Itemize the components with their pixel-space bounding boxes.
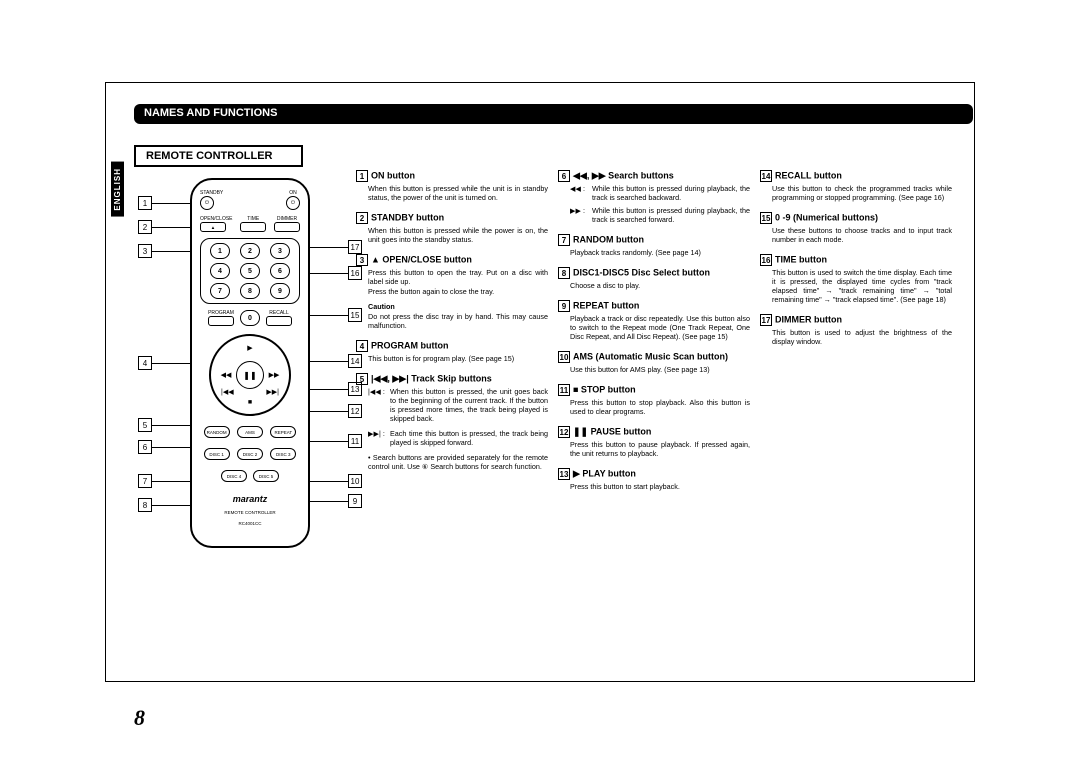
num-9: 9 (270, 283, 290, 299)
num-7: 7 (210, 283, 230, 299)
program-btn-icon (208, 316, 234, 326)
callout-6: 6 (138, 440, 152, 454)
callout-2: 2 (138, 220, 152, 234)
sub-header: REMOTE CONTROLLER (134, 145, 303, 167)
repeat-btn: REPEAT (270, 426, 296, 438)
disc3-btn: DISC 3 (270, 448, 296, 460)
fwd-icon: ▶▶ (263, 367, 285, 383)
item-12: 12❚❚ PAUSE button Press this button to p… (558, 426, 750, 458)
on-label: ON (286, 190, 300, 196)
item-7: 7RANDOM button Playback tracks randomly.… (558, 234, 750, 257)
callout-5: 5 (138, 418, 152, 432)
num-5: 5 (240, 263, 260, 279)
skipback-icon: |◀◀ (221, 388, 234, 396)
disc1-btn: DISC 1 (204, 448, 230, 460)
item-15: 150 -9 (Numerical buttons) Use these but… (760, 212, 952, 244)
openclose-label: OPEN/CLOSE (200, 216, 233, 222)
play-icon: ▶ (239, 340, 261, 356)
caution-heading: Caution (368, 302, 548, 311)
recall-btn-icon (266, 316, 292, 326)
item-6: 6◀◀, ▶▶ Search buttons ◀◀ :While this bu… (558, 170, 750, 224)
remote-body: STANDBY ⏻ ON ⏻ OPEN/CLOSE ▲ TIME (190, 178, 310, 548)
language-tab: ENGLISH (111, 162, 124, 217)
callout-9: 9 (348, 494, 362, 508)
desc-col-3: 14RECALL button Use this button to check… (760, 170, 952, 356)
time-btn-icon (240, 222, 266, 232)
callout-8: 8 (138, 498, 152, 512)
standby-label: STANDBY (200, 190, 223, 196)
disc5-btn: DISC 5 (253, 470, 279, 482)
callout-7: 7 (138, 474, 152, 488)
ams-btn: AMS (237, 426, 263, 438)
brand-logo: marantz (200, 494, 300, 504)
model-label-b: RC4001CC (200, 521, 300, 526)
item-16: 16TIME button This button is used to swi… (760, 254, 952, 304)
disc4-btn: DISC 4 (221, 470, 247, 482)
item-4: 4PROGRAM button This button is for progr… (356, 340, 548, 363)
random-btn: RANDOM (204, 426, 230, 438)
num-0: 0 (240, 310, 260, 326)
item-10: 10AMS (Automatic Music Scan button) Use … (558, 351, 750, 374)
numpad: 1 2 3 4 5 6 7 8 9 (200, 238, 300, 304)
item-5: 5|◀◀, ▶▶| Track Skip buttons |◀◀ :When t… (356, 373, 548, 471)
dimmer-label: DIMMER (274, 216, 300, 222)
transport-ring: ▶ ❚❚ ◀◀ ▶▶ ■ |◀◀ ▶▶| (209, 334, 291, 416)
callout-1: 1 (138, 196, 152, 210)
rew-icon: ◀◀ (215, 367, 237, 383)
skipfwd-icon: ▶▶| (266, 388, 279, 396)
callout-4: 4 (138, 356, 152, 370)
desc-col-2: 6◀◀, ▶▶ Search buttons ◀◀ :While this bu… (558, 170, 750, 501)
item-9: 9REPEAT button Playback a track or disc … (558, 300, 750, 341)
num-1: 1 (210, 243, 230, 259)
item-13: 13▶ PLAY button Press this button to sta… (558, 468, 750, 491)
num-8: 8 (240, 283, 260, 299)
disc2-btn: DISC 2 (237, 448, 263, 460)
standby-btn-icon: ⏻ (200, 196, 214, 210)
section-header: NAMES AND FUNCTIONS (134, 104, 973, 124)
desc-col-1: 1ON button When this button is pressed w… (356, 170, 548, 481)
item-2: 2STANDBY button When this button is pres… (356, 212, 548, 244)
on-btn-icon: ⏻ (286, 196, 300, 210)
callout-3: 3 (138, 244, 152, 258)
item-8: 8DISC1-DISC5 Disc Select button Choose a… (558, 267, 750, 290)
stop-icon: ■ (239, 394, 261, 410)
item-1: 1ON button When this button is pressed w… (356, 170, 548, 202)
page-number: 8 (134, 705, 145, 731)
item-11: 11■ STOP button Press this button to sto… (558, 384, 750, 416)
num-2: 2 (240, 243, 260, 259)
model-label-a: REMOTE CONTROLLER (200, 510, 300, 515)
recall-label: RECALL (266, 310, 292, 316)
remote-diagram: STANDBY ⏻ ON ⏻ OPEN/CLOSE ▲ TIME (160, 178, 340, 568)
num-4: 4 (210, 263, 230, 279)
openclose-btn-icon: ▲ (200, 222, 226, 232)
num-6: 6 (270, 263, 290, 279)
pause-icon: ❚❚ (236, 361, 264, 389)
item-17: 17DIMMER button This button is used to a… (760, 314, 952, 346)
num-3: 3 (270, 243, 290, 259)
dimmer-btn-icon (274, 222, 300, 232)
program-label: PROGRAM (208, 310, 234, 316)
item-14: 14RECALL button Use this button to check… (760, 170, 952, 202)
item-3: 3▲ OPEN/CLOSE button Press this button t… (356, 254, 548, 330)
